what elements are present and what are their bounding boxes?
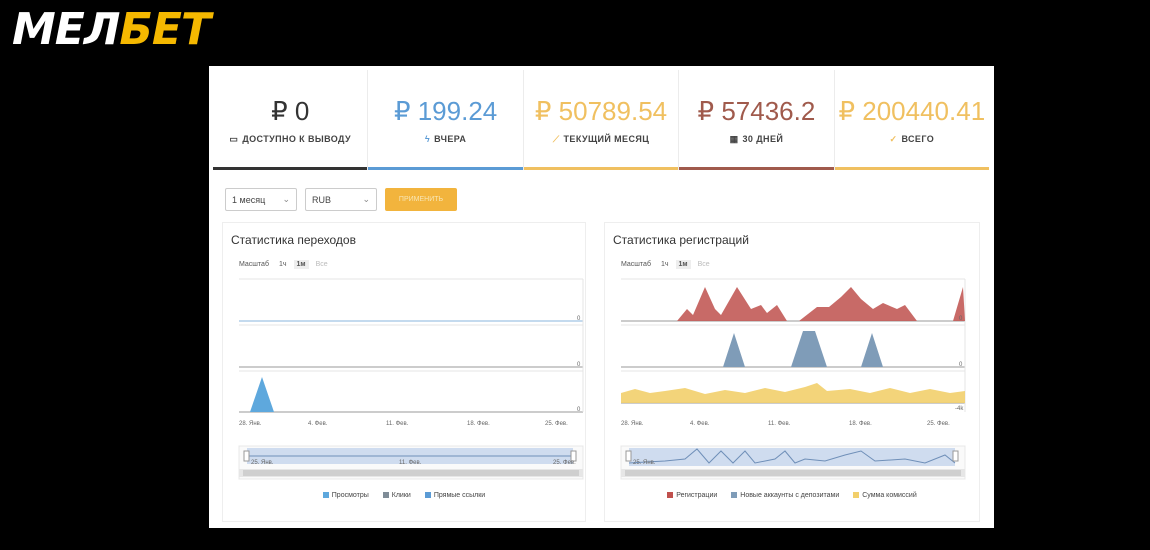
- legend-item-commission[interactable]: Сумма комиссий: [853, 492, 917, 499]
- stat-value: ₽ 199.24: [393, 96, 498, 126]
- chart-legend: Просмотры Клики Прямые ссылки: [223, 492, 585, 499]
- axis-zero-label: 0: [577, 316, 581, 322]
- melbet-logo: МЕЛБЕТ: [12, 4, 211, 55]
- x-tick: 25. Фев.: [545, 421, 568, 427]
- legend-item-registrations[interactable]: Регистрации: [667, 492, 717, 499]
- chart-legend: Регистрации Новые аккаунты с депозитами …: [605, 492, 979, 499]
- zoom-all-button[interactable]: Все: [315, 261, 328, 268]
- stat-total: ₽ 200440.41 ✓ ВСЕГО: [834, 70, 990, 170]
- bolt-icon: ϟ: [424, 134, 431, 144]
- currency-select[interactable]: RUB ⌄: [305, 188, 377, 211]
- wallet-icon: ▭: [229, 134, 239, 144]
- axis-zero-label: 0: [959, 362, 963, 368]
- stat-label: ТЕКУЩИЙ МЕСЯЦ: [563, 134, 650, 144]
- calendar-icon: ▦: [729, 134, 739, 144]
- dashboard-panel: ₽ 0 ▭ ДОСТУПНО К ВЫВОДУ ₽ 199.24 ϟ ВЧЕРА ₽…: [209, 66, 994, 528]
- views-spike: [250, 377, 274, 412]
- legend-item-deposit-accounts[interactable]: Новые аккаунты с депозитами: [731, 492, 839, 499]
- apply-button[interactable]: ПРИМЕНИТЬ: [385, 188, 457, 211]
- zoom-1m-button[interactable]: 1м: [293, 260, 309, 269]
- stat-30-days: ₽ 57436.2 ▦ 30 ДНЕЙ: [679, 70, 835, 170]
- stat-accent-bar: [834, 167, 990, 170]
- trend-icon: ⟋: [552, 134, 560, 144]
- zoom-selector: Масштаб 1ч 1м Все: [618, 260, 713, 269]
- stat-accent-bar: [213, 167, 368, 170]
- card-title: Статистика переходов: [231, 233, 356, 247]
- navigator-handle-left[interactable]: [625, 450, 632, 462]
- stat-label: ДОСТУПНО К ВЫВОДУ: [242, 134, 351, 144]
- axis-zero-label: 0: [959, 316, 963, 322]
- navigator-range[interactable]: [629, 448, 955, 466]
- registrations-chart: 0 0 -4k 28. Янв. 4. Фев. 11. Фев. 18. Фе…: [620, 278, 966, 480]
- x-tick: 25. Фев.: [927, 421, 950, 427]
- commission-series: [621, 383, 965, 403]
- stat-yesterday: ₽ 199.24 ϟ ВЧЕРА: [368, 70, 524, 170]
- check-icon: ✓: [889, 134, 898, 144]
- nav-tick: 25. Янв.: [633, 460, 656, 466]
- stat-label: ВЧЕРА: [434, 134, 467, 144]
- stat-value: ₽ 200440.41: [838, 96, 986, 126]
- x-tick: 11. Фев.: [386, 421, 409, 427]
- x-tick: 18. Фев.: [467, 421, 490, 427]
- stat-value: ₽ 50789.54: [534, 96, 668, 126]
- x-tick: 11. Фев.: [768, 421, 791, 427]
- legend-item-direct-links[interactable]: Прямые ссылки: [424, 492, 485, 499]
- stat-value: ₽ 0: [271, 96, 310, 126]
- zoom-1h-button[interactable]: 1ч: [660, 261, 669, 268]
- stat-accent-bar: [523, 167, 679, 170]
- axis-neg-label: -4k: [955, 406, 964, 412]
- stat-label: 30 ДНЕЙ: [742, 134, 784, 144]
- stat-value: ₽ 57436.2: [697, 96, 816, 126]
- stat-accent-bar: [368, 167, 523, 170]
- nav-tick: 11. Фев.: [399, 460, 422, 466]
- chevron-down-icon: ⌄: [282, 194, 290, 204]
- filters-bar: 1 месяц ⌄ RUB ⌄ ПРИМЕНИТЬ: [225, 188, 457, 211]
- card-title: Статистика регистраций: [613, 233, 749, 247]
- stat-label: ВСЕГО: [901, 134, 935, 144]
- navigator-series: [628, 448, 956, 464]
- clicks-chart: 0 0 0 28. Янв. 4. Фев. 11. Фев. 18. Фев.…: [238, 278, 584, 480]
- x-tick: 4. Фев.: [690, 421, 710, 427]
- zoom-all-button[interactable]: Все: [697, 261, 710, 268]
- nav-tick: 25. Фев.: [553, 460, 576, 466]
- navigator-handle-left[interactable]: [243, 450, 250, 462]
- clicks-stats-card: Статистика переходов Масштаб 1ч 1м Все 0…: [222, 222, 586, 522]
- stat-available: ₽ 0 ▭ ДОСТУПНО К ВЫВОДУ: [213, 70, 369, 170]
- stat-accent-bar: [679, 167, 834, 170]
- legend-item-clicks[interactable]: Клики: [382, 492, 411, 499]
- x-tick: 18. Фев.: [849, 421, 872, 427]
- registrations-series: [677, 287, 965, 321]
- x-tick: 28. Янв.: [239, 421, 262, 427]
- navigator-handle-right[interactable]: [952, 450, 959, 462]
- axis-zero-label: 0: [577, 407, 581, 413]
- stats-row: ₽ 0 ▭ ДОСТУПНО К ВЫВОДУ ₽ 199.24 ϟ ВЧЕРА ₽…: [213, 70, 990, 170]
- registrations-stats-card: Статистика регистраций Масштаб 1ч 1м Все…: [604, 222, 980, 522]
- chevron-down-icon: ⌄: [362, 194, 370, 204]
- legend-item-views[interactable]: Просмотры: [322, 492, 369, 499]
- scrollbar-thumb[interactable]: [625, 470, 961, 476]
- zoom-1h-button[interactable]: 1ч: [278, 261, 287, 268]
- x-tick: 28. Янв.: [621, 421, 644, 427]
- x-tick: 4. Фев.: [308, 421, 328, 427]
- deposits-series: [723, 331, 883, 367]
- scrollbar-thumb[interactable]: [243, 470, 579, 476]
- zoom-1m-button[interactable]: 1м: [675, 260, 691, 269]
- nav-tick: 25. Янв.: [251, 460, 274, 466]
- period-select[interactable]: 1 месяц ⌄: [225, 188, 297, 211]
- navigator-handle-right[interactable]: [570, 450, 577, 462]
- axis-zero-label: 0: [577, 362, 581, 368]
- zoom-selector: Масштаб 1ч 1м Все: [236, 260, 331, 269]
- stat-current-month: ₽ 50789.54 ⟋ ТЕКУЩИЙ МЕСЯЦ: [523, 70, 680, 170]
